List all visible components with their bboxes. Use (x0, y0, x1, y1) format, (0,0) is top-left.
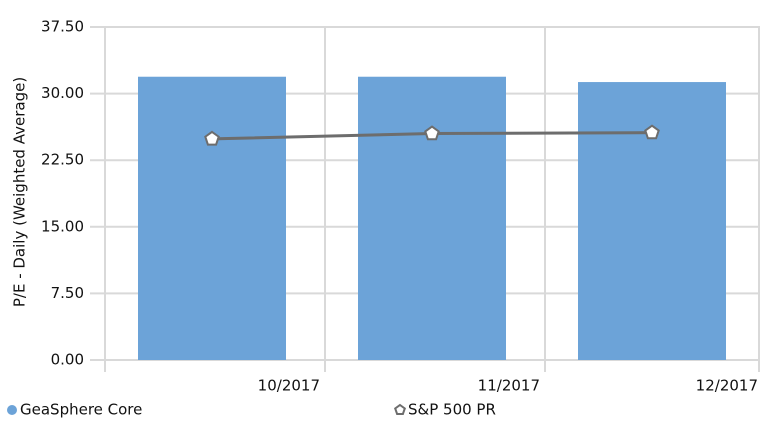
legend-label: GeaSphere Core (20, 401, 142, 419)
bar (358, 76, 506, 360)
legend-marker (394, 403, 406, 415)
y-tick-label: 7.50 (51, 284, 84, 302)
line-marker (424, 125, 440, 141)
line-marker (204, 130, 220, 146)
line-marker (644, 124, 660, 140)
bar (138, 76, 286, 360)
y-axis-title: P/E - Daily (Weighted Average) (11, 77, 29, 307)
legend-marker (7, 405, 17, 415)
y-tick-label: 37.50 (41, 18, 84, 36)
legend-label: S&P 500 PR (408, 401, 496, 419)
bar (578, 82, 726, 360)
y-tick-label: 15.00 (41, 217, 84, 235)
y-tick-label: 30.00 (41, 84, 84, 102)
x-tick-label: 10/2017 (258, 377, 320, 395)
x-tick-label: 12/2017 (696, 377, 758, 395)
y-tick-label: 0.00 (51, 351, 84, 369)
y-tick-label: 22.50 (41, 151, 84, 169)
x-tick-label: 11/2017 (478, 377, 540, 395)
